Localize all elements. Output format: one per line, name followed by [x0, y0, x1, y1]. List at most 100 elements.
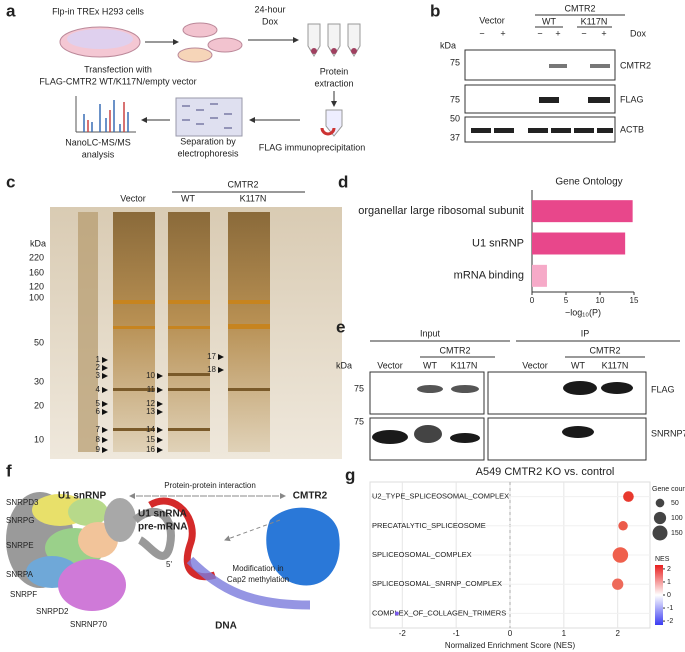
x-tick-label: 1 — [562, 629, 567, 638]
magnet — [320, 127, 336, 136]
legend-dot — [652, 525, 668, 541]
band-arrow — [102, 447, 108, 453]
band-arrow — [157, 447, 163, 453]
panel-letter: b — [430, 1, 440, 20]
blot-label: FLAG — [651, 384, 675, 394]
marker: 75 — [450, 94, 460, 104]
marker: 10 — [34, 434, 44, 444]
ladder — [78, 212, 98, 452]
band-number: 3 — [96, 371, 101, 380]
ip-tube — [325, 109, 343, 137]
dna-structure — [186, 556, 311, 610]
lane-label: Vector — [522, 360, 548, 370]
x-tick-label: 10 — [596, 296, 605, 305]
band-arrow — [218, 354, 224, 360]
x-tick-label: -1 — [453, 629, 461, 638]
cells — [67, 29, 133, 49]
category-label: mRNA binding — [454, 270, 524, 282]
label: Input — [420, 328, 441, 338]
category-label: SPLICEOSOMAL_COMPLEX — [372, 550, 472, 559]
marker: 160 — [29, 267, 44, 277]
dish — [177, 47, 213, 63]
sign: − — [581, 28, 586, 38]
panel-b: b Vector CMTR2 WT K117N − + − + − + Dox … — [430, 1, 651, 143]
label: CMTR2 — [293, 491, 328, 502]
marker: 75 — [450, 57, 460, 67]
protein-label: SNRNP70 — [70, 620, 107, 629]
label: 24-hour — [254, 4, 285, 14]
label: CMTR2 — [590, 345, 621, 355]
protein-label: SNRPF — [10, 590, 37, 599]
cmtr2-structure — [266, 507, 340, 586]
band-arrow — [157, 387, 163, 393]
band-arrow — [102, 357, 108, 363]
band-arrow — [157, 427, 163, 433]
band-number: 17 — [207, 352, 216, 361]
label: DNA — [215, 621, 237, 632]
label: FLAG immunoprecipitation — [259, 142, 366, 152]
label: Cap2 methylation — [227, 575, 289, 584]
label: CMTR2 — [228, 179, 259, 189]
sign: + — [500, 28, 505, 38]
panel-letter: c — [6, 172, 15, 191]
label: pre-mRNA — [138, 522, 187, 533]
label: U1 snRNA — [138, 509, 187, 520]
band-arrow — [157, 437, 163, 443]
band-number: 11 — [147, 385, 156, 394]
band-number: 14 — [146, 425, 155, 434]
gel-bands — [113, 300, 270, 431]
band-number: 10 — [146, 371, 155, 380]
blot-label: FLAG — [620, 94, 644, 104]
protein-label: SNRPG — [6, 516, 34, 525]
label: kDa — [440, 40, 456, 50]
label: 5' — [166, 560, 172, 569]
dot — [618, 521, 628, 531]
band-arrow — [157, 409, 163, 415]
band-arrow — [157, 401, 163, 407]
protein-label: SNRPA — [6, 570, 34, 579]
sign: + — [601, 28, 606, 38]
band-arrow — [102, 365, 108, 371]
category-label: organellar large ribosomal subunit — [358, 205, 524, 217]
band-arrow — [218, 367, 224, 373]
category-label: SPLICEOSOMAL_SNRNP_COMPLEX — [372, 579, 502, 588]
band-arrow — [102, 437, 108, 443]
band-number: 5 — [96, 399, 101, 408]
marker: 120 — [29, 281, 44, 291]
panel-c: c Vector CMTR2 WT K117N kDa 220 160 120 … — [6, 172, 342, 459]
panel-a: a Flp-in TREx H293 cells 24-hour Dox Tra… — [6, 1, 365, 159]
label: Flp-in TREx H293 cells — [52, 6, 144, 16]
category-label: U2_TYPE_SPLICEOSOMAL_COMPLEX — [372, 492, 509, 501]
bands — [372, 381, 633, 444]
label: K117N — [581, 16, 608, 26]
blot-label: CMTR2 — [620, 60, 651, 70]
band-arrow — [102, 401, 108, 407]
label: Protein-protein interaction — [164, 481, 256, 490]
band-arrow — [102, 409, 108, 415]
blot — [487, 417, 647, 461]
marker: 50 — [34, 337, 44, 347]
lane-label: WT — [571, 360, 585, 370]
lane — [113, 212, 155, 452]
label: kDa — [336, 360, 352, 370]
band-number: 6 — [96, 407, 101, 416]
lane-label: K117N — [602, 360, 629, 370]
label: electrophoresis — [177, 148, 239, 158]
tubes — [307, 23, 361, 57]
label: FLAG-CMTR2 WT/K117N/empty vector — [39, 76, 196, 86]
band-arrow — [102, 373, 108, 379]
band-arrow — [102, 427, 108, 433]
marker: 220 — [29, 252, 44, 262]
gel — [175, 97, 243, 137]
label: Vector — [120, 193, 146, 203]
band-number: 8 — [96, 435, 101, 444]
label: NanoLC-MS/MS — [65, 137, 131, 147]
colorbar-title: NES — [655, 556, 670, 563]
label: Vector — [479, 15, 505, 25]
label: Separation by — [180, 136, 236, 146]
marker: 75 — [354, 383, 364, 393]
marker: 20 — [34, 400, 44, 410]
lane-label: WT — [423, 360, 437, 370]
chart-title: A549 CMTR2 KO vs. control — [476, 466, 615, 478]
